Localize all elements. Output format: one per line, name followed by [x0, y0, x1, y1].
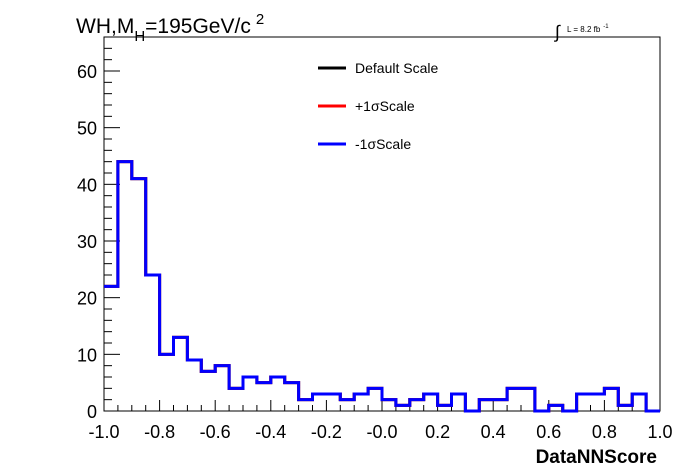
legend: Default Scale +1σScale -1σScale — [318, 60, 438, 152]
x-tick-label: 0.4 — [481, 422, 506, 442]
chart-title: WH,MH=195GeV/c 2 — [76, 11, 264, 45]
x-tick-label: -1.0 — [88, 422, 119, 442]
lumi-superscript: -1 — [603, 24, 609, 30]
title-rest: =195GeV/c — [145, 15, 251, 38]
y-tick-label: 50 — [77, 119, 97, 139]
title-main: WH,M — [76, 15, 134, 38]
x-axis-title: DataNNScore — [536, 447, 657, 468]
x-tick-label: -0.2 — [311, 422, 342, 442]
axes: -1.0 -0.8 -0.6 -0.4 -0.2 -0.0 0.2 0.4 0.6 0.8 1.0 0… — [77, 36, 673, 442]
x-tick-label: 0.8 — [592, 422, 617, 442]
series-layer — [104, 160, 660, 413]
y-tick-label: 10 — [77, 345, 97, 365]
y-tick-label: 40 — [77, 175, 97, 195]
x-tick-label: 1.0 — [647, 422, 672, 442]
x-tick-label: -0.0 — [366, 422, 397, 442]
y-tick-label: 60 — [77, 62, 97, 82]
legend-label-2: +1σScale — [355, 98, 415, 114]
x-tick-label: 0.6 — [536, 422, 561, 442]
y-tick-label: 0 — [87, 402, 97, 422]
x-tick-label: -0.8 — [144, 422, 175, 442]
lumi-value: L = 8.2 fb — [567, 25, 601, 34]
lumi-integral: ∫ — [553, 22, 561, 42]
legend-label-3: -1σScale — [355, 136, 411, 152]
title-superscript: 2 — [256, 11, 264, 28]
x-tick-label: -0.4 — [255, 422, 286, 442]
x-tick-label: 0.2 — [425, 422, 450, 442]
x-tick-label: -0.6 — [200, 422, 231, 442]
lumi-text: L = 8.2 fb -1 — [567, 24, 609, 34]
y-tick-label: 30 — [77, 232, 97, 252]
series-line-3 — [104, 160, 660, 413]
title-subscript: H — [134, 28, 145, 45]
plot-frame — [103, 36, 661, 412]
legend-label-1: Default Scale — [355, 60, 438, 76]
y-tick-label: 20 — [77, 289, 97, 309]
